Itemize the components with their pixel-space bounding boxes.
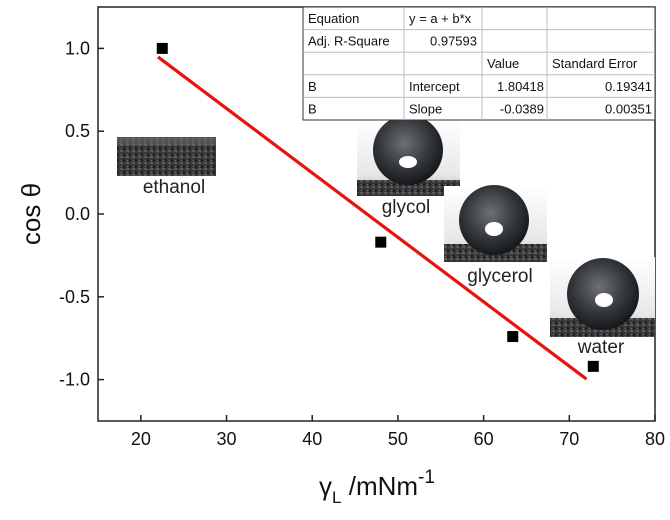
x-axis-title-subscript: L <box>332 488 341 507</box>
data-point <box>587 360 599 372</box>
y-tick-label: 1.0 <box>65 38 90 58</box>
fit-table-cell: 0.19341 <box>605 79 652 94</box>
ethanol-photo: ethanol <box>117 137 216 198</box>
x-tick-label: 50 <box>388 429 408 449</box>
x-tick-label: 60 <box>474 429 494 449</box>
data-point <box>507 331 519 343</box>
x-tick-label: 80 <box>645 429 665 449</box>
y-axis-title: cos θ <box>16 183 46 245</box>
x-tick-label: 20 <box>131 429 151 449</box>
photo-label-glycerol: glycerol <box>467 266 532 287</box>
data-point <box>156 42 168 54</box>
fit-table-cell: -0.0389 <box>500 101 544 116</box>
y-tick-label: -1.0 <box>59 370 90 390</box>
x-tick-label: 40 <box>302 429 322 449</box>
fit-table-cell: B <box>308 79 317 94</box>
x-axis-title-superscript: -1 <box>418 467 435 488</box>
photo-label-ethanol: ethanol <box>143 177 205 198</box>
y-tick-label: 0.5 <box>65 121 90 141</box>
fit-table-cell: Adj. R-Square <box>308 34 390 49</box>
x-tick-label: 70 <box>559 429 579 449</box>
fit-table-cell: Value <box>487 56 519 71</box>
x-axis-title-unit: /mNm <box>342 471 419 501</box>
y-tick-label: -0.5 <box>59 287 90 307</box>
x-axis-title: γL /mNm-1 <box>319 467 435 507</box>
y-tick-label: 0.0 <box>65 204 90 224</box>
x-tick-label: 30 <box>217 429 237 449</box>
x-axis-title-symbol: γ <box>319 471 332 501</box>
fit-table-cell: y = a + b*x <box>409 11 472 26</box>
axis-ticks: 20 30 40 50 60 70 80 -1.0 -0.5 0.0 0.5 1.0 <box>59 38 665 449</box>
fit-table-cell: 0.97593 <box>430 34 477 49</box>
data-point <box>375 236 387 248</box>
fit-table: Equation y = a + b*x Adj. R-Square 0.97593 V… <box>302 6 656 121</box>
fit-table-cell: 0.00351 <box>605 101 652 116</box>
fit-table-cell: 1.80418 <box>497 79 544 94</box>
glycerol-photo: glycerol <box>444 185 547 287</box>
fit-line <box>157 55 588 381</box>
fit-table-cell: Intercept <box>409 79 460 94</box>
glycol-photo: glycol <box>357 115 460 218</box>
fit-table-cell: Equation <box>308 11 359 26</box>
data-markers <box>156 42 599 372</box>
fit-table-cell: Slope <box>409 101 442 116</box>
photo-label-water: water <box>577 337 625 358</box>
fit-table-cell: B <box>308 101 317 116</box>
water-photo: water <box>550 257 655 358</box>
fit-table-cell: Standard Error <box>552 56 638 71</box>
photo-label-glycol: glycol <box>382 197 431 218</box>
